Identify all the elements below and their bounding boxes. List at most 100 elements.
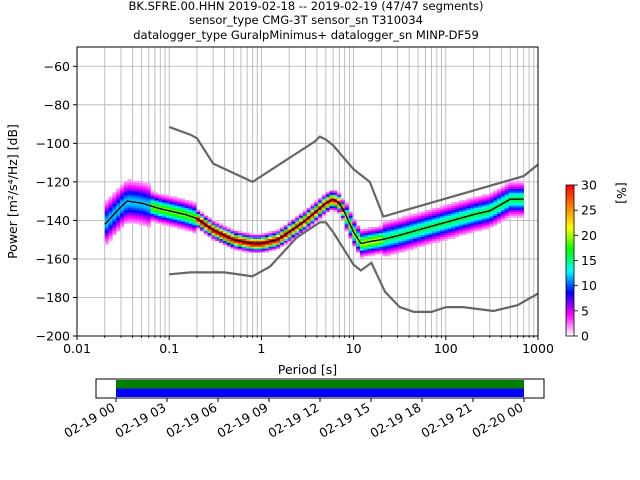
heatmap-cell (455, 213, 460, 216)
heatmap-cell (123, 211, 128, 214)
heatmap-cell (207, 223, 212, 226)
heatmap-cell (417, 236, 422, 240)
heatmap-cell (192, 227, 197, 230)
heatmap-cell (439, 232, 445, 236)
heatmap-cell (215, 234, 220, 238)
heatmap-cell (516, 184, 521, 187)
heatmap-cell (306, 217, 311, 220)
heatmap-cell (196, 219, 201, 222)
heatmap-cell (474, 215, 479, 218)
heatmap-cell (356, 225, 361, 228)
heatmap-cell (470, 230, 475, 234)
heatmap-cell (398, 227, 403, 230)
heatmap-cell (386, 242, 391, 245)
heatmap-cell (443, 215, 448, 218)
heatmap-cell (173, 221, 178, 224)
heatmap-cell (245, 238, 250, 241)
heatmap-cell (207, 217, 212, 220)
heatmap-cell (401, 219, 406, 222)
heatmap-cell (458, 207, 464, 211)
heatmap-cell (177, 207, 182, 211)
y-tick-label: −200 (36, 329, 70, 344)
heatmap-cell (135, 182, 140, 186)
heatmap-cell (302, 223, 307, 226)
x-tick-label: 1 (257, 341, 265, 356)
heatmap-cell (127, 184, 132, 187)
heatmap-cell (382, 240, 387, 243)
heatmap-cell (516, 211, 521, 214)
heatmap-cell (211, 238, 216, 241)
heatmap-cell (344, 227, 349, 230)
heatmap-cell (119, 190, 125, 193)
heatmap-cell (230, 246, 235, 249)
heatmap-cell (451, 230, 456, 234)
heatmap-cell (108, 230, 113, 234)
heatmap-cell (401, 250, 406, 253)
heatmap-cell (222, 238, 227, 241)
heatmap-cell (455, 204, 460, 207)
heatmap-cell (154, 219, 159, 222)
heatmap-cell (359, 238, 365, 241)
heatmap-cell (150, 192, 155, 195)
heatmap-cell (165, 221, 170, 224)
heatmap-cell (401, 246, 406, 249)
heatmap-cell (409, 248, 414, 251)
heatmap-cell (439, 229, 445, 232)
heatmap-cell (489, 221, 494, 224)
heatmap-cell (451, 236, 456, 240)
heatmap-cell (508, 200, 513, 203)
heatmap-cell (139, 204, 144, 207)
heatmap-cell (424, 240, 429, 243)
heatmap-cell (119, 213, 125, 216)
heatmap-cell (222, 227, 227, 230)
heatmap-cell (108, 209, 113, 213)
heatmap-cell (420, 244, 425, 247)
heatmap-cell (329, 194, 334, 197)
heatmap-cell (226, 244, 231, 247)
heatmap-cell (131, 196, 136, 199)
heatmap-cell (451, 223, 456, 226)
heatmap-cell (215, 221, 220, 224)
heatmap-cell (497, 202, 502, 205)
heatmap-cell (184, 227, 189, 230)
heatmap-cell (219, 234, 224, 238)
heatmap-cell (184, 215, 189, 218)
heatmap-cell (466, 211, 471, 214)
heatmap-cell (470, 221, 475, 224)
heatmap-cell (139, 184, 144, 187)
heatmap-cell (367, 248, 372, 251)
heatmap-cell (139, 211, 144, 214)
heatmap-cell (382, 236, 387, 240)
timeline-bars (116, 380, 524, 397)
heatmap-cell (493, 194, 498, 197)
heatmap-cell (348, 219, 353, 222)
heatmap-cell (428, 240, 433, 243)
heatmap-cell (192, 211, 197, 214)
heatmap-cell (367, 250, 372, 253)
heatmap-cell (165, 198, 170, 201)
heatmap-cell (116, 215, 121, 218)
heatmap-cell (401, 238, 406, 241)
heatmap-cell (348, 227, 353, 230)
heatmap-cell (207, 219, 212, 222)
heatmap-cell (359, 230, 365, 234)
heatmap-cell (470, 207, 475, 211)
heatmap-cell (234, 244, 239, 247)
heatmap-cell (500, 194, 505, 197)
heatmap-cell (424, 221, 429, 224)
heatmap-cell (230, 234, 235, 238)
heatmap-cell (409, 227, 414, 230)
heatmap-cell (519, 211, 525, 214)
heatmap-cell (447, 230, 452, 234)
title-block: BK.SFRE.00.HHN 2019-02-18 -- 2019-02-19 … (129, 0, 484, 42)
heatmap-cell (139, 209, 144, 213)
heatmap-cell (276, 242, 281, 245)
heatmap-cell (428, 232, 433, 236)
heatmap-cell (405, 232, 410, 236)
heatmap-cell (363, 244, 368, 247)
timeline-tick-label: 02-19 21 (418, 400, 474, 441)
heatmap-cell (264, 246, 269, 249)
heatmap-cell (333, 202, 338, 205)
heatmap-cell (512, 188, 517, 191)
heatmap-cell (283, 227, 288, 230)
